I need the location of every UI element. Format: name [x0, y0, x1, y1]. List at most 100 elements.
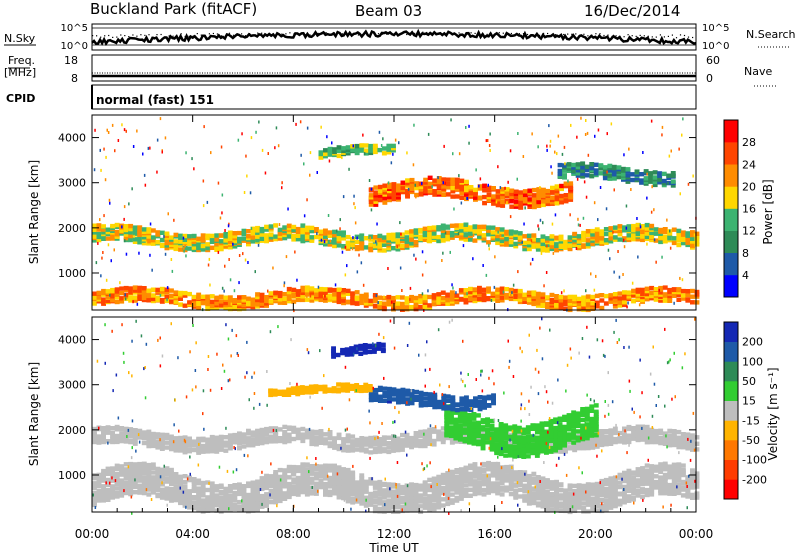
heatmap-cell — [178, 484, 183, 489]
heatmap-cell — [182, 496, 188, 501]
heatmap-cell — [182, 303, 188, 308]
heatmap-cell — [481, 473, 487, 479]
heatmap-cell — [531, 233, 537, 238]
heatmap-cell — [282, 235, 288, 241]
heatmap-cell — [454, 184, 460, 189]
heatmap-cell — [128, 233, 134, 239]
heatmap-cell — [400, 180, 406, 185]
heatmap-cell — [463, 237, 469, 242]
heatmap-cell — [309, 429, 315, 434]
heatmap-cell — [391, 148, 396, 153]
heatmap-cell — [350, 147, 356, 153]
heatmap-cell — [518, 190, 524, 195]
heatmap-cell — [670, 173, 676, 178]
heatmap-cell — [273, 290, 279, 295]
heatmap-speckle — [320, 125, 322, 129]
heatmap-cell — [373, 202, 379, 207]
heatmap-speckle — [692, 174, 694, 178]
heatmap-speckle — [295, 122, 297, 126]
heatmap-cell — [436, 190, 442, 195]
heatmap-cell — [214, 440, 220, 445]
heatmap-cell — [259, 434, 265, 439]
heatmap-cell — [277, 427, 283, 432]
heatmap-speckle — [488, 243, 490, 247]
heatmap-cell — [382, 196, 388, 201]
heatmap-cell — [594, 234, 600, 239]
heatmap-cell — [187, 477, 192, 483]
heatmap-cell — [513, 470, 519, 475]
heatmap-speckle — [567, 179, 569, 183]
heatmap-cell — [96, 478, 102, 483]
heatmap-cell — [626, 437, 632, 442]
heatmap-cell — [617, 237, 623, 242]
heatmap-cell — [391, 500, 396, 505]
heatmap-cell — [635, 292, 641, 297]
heatmap-cell — [218, 490, 224, 495]
heatmap-cell — [381, 435, 387, 440]
heatmap-cell — [273, 491, 279, 496]
heatmap-cell — [694, 242, 700, 247]
heatmap-cell — [232, 304, 238, 310]
heatmap-speckle — [472, 230, 474, 234]
heatmap-cell — [255, 234, 260, 239]
heatmap-cell — [649, 434, 655, 439]
heatmap-speckle — [247, 261, 249, 264]
heatmap-speckle — [540, 251, 543, 255]
heatmap-cell — [159, 487, 165, 492]
heatmap-cell — [458, 228, 464, 233]
heatmap-cell — [382, 200, 388, 205]
heatmap-cell — [495, 189, 501, 194]
heatmap-cell — [666, 180, 672, 186]
heatmap-cell — [653, 468, 659, 473]
heatmap-cell — [209, 505, 215, 510]
heatmap-cell — [300, 475, 306, 481]
heatmap-cell — [427, 432, 433, 437]
heatmap-cell — [404, 500, 410, 505]
heatmap-cell — [128, 490, 134, 495]
heatmap-cell — [291, 484, 297, 490]
heatmap-cell — [559, 200, 564, 205]
heatmap-cell — [250, 304, 256, 310]
heatmap-cell — [268, 492, 274, 497]
heatmap-cell — [345, 467, 351, 473]
heatmap-cell — [558, 244, 564, 249]
heatmap-speckle — [182, 236, 185, 240]
heatmap-cell — [517, 231, 523, 236]
heatmap-cell — [603, 486, 609, 492]
heatmap-cell — [472, 293, 478, 298]
heatmap-cell — [327, 475, 333, 481]
heatmap-cell — [680, 467, 686, 473]
heatmap-cell — [273, 494, 279, 499]
heatmap-cell — [323, 432, 328, 437]
heatmap-speckle — [387, 267, 389, 270]
heatmap-cell — [291, 425, 297, 431]
heatmap-speckle — [237, 138, 240, 142]
heatmap-cell — [536, 187, 542, 192]
heatmap-cell — [449, 230, 455, 236]
heatmap-cell — [567, 501, 573, 507]
heatmap-cell — [209, 502, 215, 507]
heatmap-cell — [387, 194, 392, 200]
heatmap-cell — [599, 478, 605, 484]
heatmap-cell — [468, 289, 473, 295]
noise-search-dot — [120, 34, 122, 36]
heatmap-cell — [332, 436, 337, 441]
heatmap-cell — [381, 146, 387, 151]
heatmap-cell — [386, 493, 392, 498]
heatmap-cell — [527, 202, 533, 207]
heatmap-cell — [196, 292, 202, 297]
heatmap-speckle — [427, 132, 430, 136]
heatmap-cell — [132, 475, 138, 481]
heatmap-cell — [381, 492, 387, 497]
heatmap-cell — [504, 467, 510, 473]
heatmap-cell — [159, 297, 165, 303]
heatmap-cell — [680, 230, 686, 235]
heatmap-cell — [422, 298, 428, 303]
heatmap-cell — [155, 442, 161, 447]
heatmap-cell — [458, 481, 464, 486]
heatmap-cell — [404, 305, 410, 310]
heatmap-cell — [232, 494, 238, 499]
heatmap-cell — [309, 437, 315, 443]
heatmap-cell — [422, 294, 428, 299]
heatmap-cell — [164, 245, 170, 251]
